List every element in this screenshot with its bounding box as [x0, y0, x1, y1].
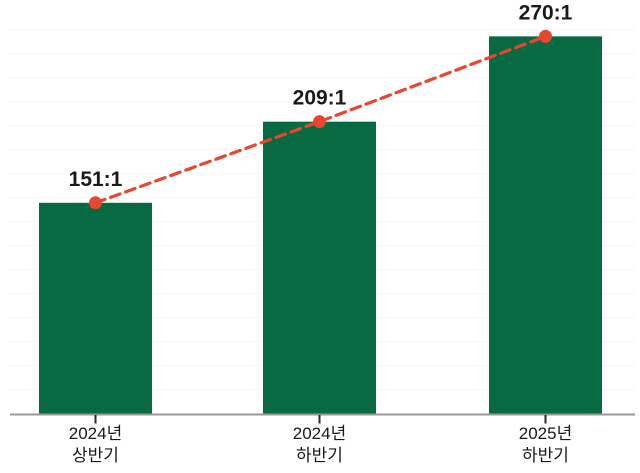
value-label: 151:1	[69, 168, 123, 191]
value-label: 209:1	[293, 87, 347, 110]
category-label-line2: 하반기	[296, 446, 343, 465]
category-label-line2: 하반기	[522, 446, 569, 465]
category-label-line1: 2024년	[293, 424, 346, 443]
data-point-marker	[539, 29, 552, 43]
category-label-line1: 2024년	[69, 424, 122, 443]
category-label-line2: 상반기	[72, 446, 119, 465]
data-point-marker	[89, 196, 102, 210]
data-point-marker	[313, 115, 326, 129]
bar	[489, 36, 602, 414]
trend-line	[93, 34, 548, 205]
bar	[39, 202, 152, 414]
bar	[263, 121, 376, 414]
value-label: 270:1	[519, 1, 573, 24]
category-label-line1: 2025년	[519, 424, 572, 443]
